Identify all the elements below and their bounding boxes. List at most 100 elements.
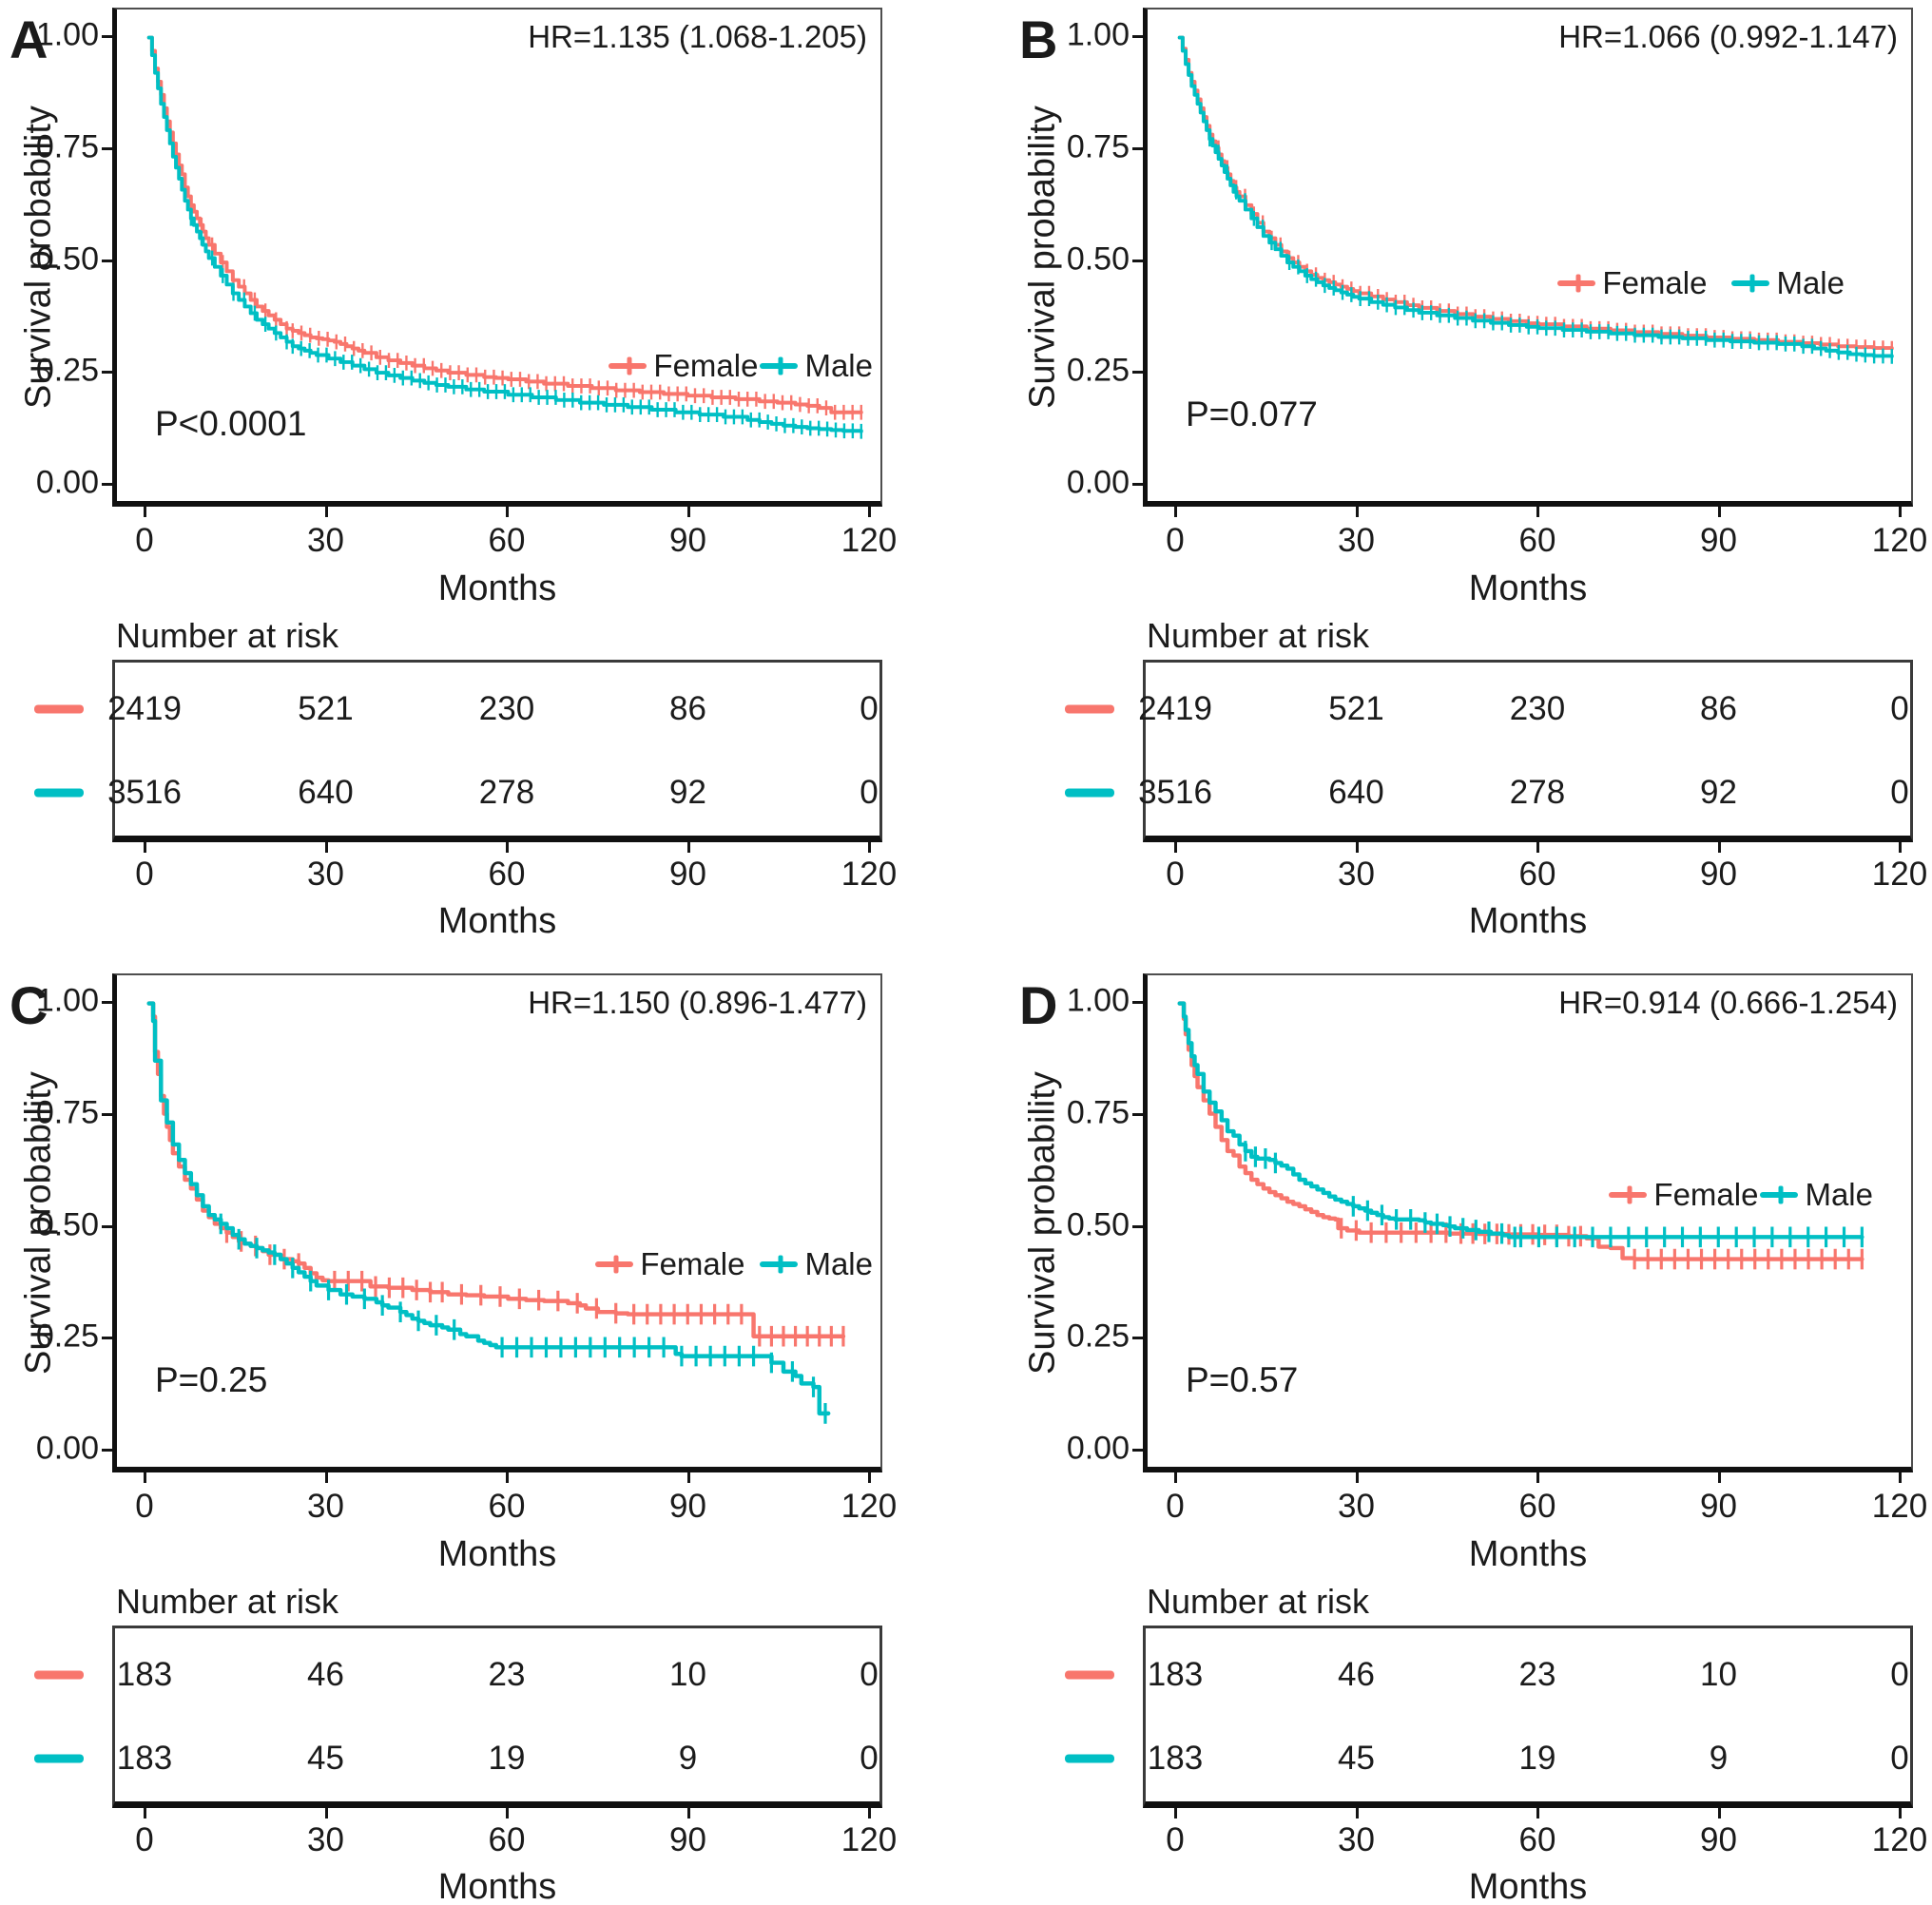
number-at-risk-table (112, 1626, 882, 1808)
censor-plus-icon (1627, 1185, 1633, 1204)
x-tick-mark (1717, 507, 1721, 517)
km-curve-female (1177, 35, 1894, 351)
risk-count: 19 (1518, 1740, 1556, 1777)
legend-entry-male: Male (760, 1246, 873, 1282)
x-tick-label-risk: 120 (840, 856, 898, 893)
number-at-risk-table (1143, 1626, 1913, 1808)
y-tick-mark (102, 259, 112, 262)
censor-plus-icon (778, 1255, 783, 1274)
risk-count: 0 (1890, 690, 1909, 727)
risk-count: 0 (1890, 1656, 1909, 1693)
km-panel-c: C Survival probability HR=1.150 (0.896-1… (0, 952, 966, 1905)
p-value-annotation: P<0.0001 (155, 404, 307, 443)
legend-marker-male-icon (760, 1255, 799, 1274)
x-tick-mark (324, 1472, 328, 1483)
hazard-ratio-annotation: HR=1.135 (1.068-1.205) (528, 19, 867, 54)
x-tick-label-risk: 0 (1166, 1821, 1185, 1858)
x-tick-mark (1536, 507, 1539, 517)
x-tick-mark-risk (1899, 1808, 1902, 1818)
censor-ticks-male (1244, 1141, 1864, 1248)
x-tick-mark (1174, 507, 1177, 517)
x-tick-label-risk: 30 (1338, 856, 1375, 893)
y-tick-label: 0.00 (1066, 1430, 1130, 1467)
y-tick-label: 0.75 (35, 1094, 99, 1131)
legend-marker-male-icon (1731, 274, 1770, 293)
censor-plus-icon (627, 356, 632, 375)
y-tick-label: 0.25 (1066, 1318, 1130, 1355)
y-tick-mark (1132, 146, 1143, 150)
y-tick-label: 1.00 (35, 982, 99, 1019)
panel-letter: D (1019, 975, 1058, 1035)
km-curve-male (146, 1001, 831, 1416)
x-tick-mark-risk (144, 1808, 146, 1818)
x-tick-label-risk: 30 (307, 1821, 344, 1858)
y-tick-mark (1132, 1112, 1143, 1116)
risk-count: 3516 (1138, 774, 1212, 811)
x-tick-label: 30 (307, 522, 344, 559)
km-curve-male (1177, 35, 1894, 358)
x-tick-label: 120 (1871, 1488, 1928, 1525)
x-axis-title: Months (437, 1534, 557, 1574)
x-tick-label-risk: 60 (488, 1821, 526, 1858)
y-tick-mark (1132, 1001, 1143, 1004)
legend-marker-female-icon (1609, 1185, 1648, 1204)
censor-plus-icon (1749, 274, 1755, 293)
y-tick-mark (1132, 483, 1143, 486)
x-tick-label-risk: 90 (669, 856, 706, 893)
x-tick-label-risk: 120 (1871, 856, 1928, 893)
panel-letter: C (10, 975, 48, 1035)
y-tick-mark (102, 146, 112, 150)
x-tick-mark-risk (1355, 1808, 1359, 1818)
risk-count: 278 (478, 774, 535, 811)
x-tick-label: 0 (135, 1488, 154, 1525)
risk-x-axis-title: Months (437, 901, 557, 941)
x-tick-mark-risk (324, 842, 328, 853)
km-panel-a: A Survival probability HR=1.135 (1.068-1… (0, 0, 966, 952)
legend-label: Female (1653, 1177, 1759, 1212)
legend-entry-female: Female (1557, 265, 1707, 301)
x-axis-title: Months (1468, 1534, 1588, 1574)
risk-count: 86 (669, 690, 706, 727)
x-tick-mark (506, 1472, 509, 1483)
y-tick-label: 0.75 (1066, 1094, 1130, 1131)
legend-label: Female (653, 348, 759, 383)
risk-count: 45 (307, 1740, 344, 1777)
x-tick-mark (1899, 1472, 1902, 1483)
y-tick-label: 0.50 (35, 241, 99, 278)
x-tick-mark-risk (1536, 842, 1539, 853)
x-tick-label: 120 (840, 522, 898, 559)
x-tick-mark (144, 507, 146, 517)
y-tick-mark (102, 1224, 112, 1228)
legend-entry-female: Female (595, 1246, 744, 1282)
y-tick-label: 0.00 (35, 464, 99, 501)
risk-count: 2419 (1138, 690, 1212, 727)
legend-label: Male (1805, 1177, 1873, 1212)
censor-ticks-female (1340, 1218, 1864, 1270)
legend-entry-female: Female (1609, 1177, 1758, 1213)
risk-row-marker-male-icon (1065, 788, 1114, 798)
risk-count: 278 (1509, 774, 1566, 811)
y-tick-mark (1132, 371, 1143, 375)
risk-count: 10 (1700, 1656, 1737, 1693)
p-value-annotation: P=0.077 (1186, 394, 1318, 433)
y-tick-mark (1132, 259, 1143, 262)
censor-plus-icon (778, 356, 783, 375)
y-tick-mark (1132, 1449, 1143, 1452)
legend-label: Male (804, 1246, 873, 1281)
y-tick-label: 0.25 (1066, 352, 1130, 389)
risk-count: 86 (1700, 690, 1737, 727)
risk-count: 183 (116, 1656, 173, 1693)
x-tick-mark-risk (1174, 1808, 1177, 1818)
legend-label: Female (640, 1246, 745, 1281)
km-panel-b: B Survival probability HR=1.066 (0.992-1… (966, 0, 1932, 952)
x-tick-mark-risk (868, 842, 871, 853)
x-tick-label: 0 (1166, 522, 1185, 559)
risk-row-marker-female-icon (1065, 1670, 1114, 1680)
y-tick-mark (1132, 35, 1143, 38)
y-tick-label: 0.75 (1066, 128, 1130, 165)
km-panel-d: D Survival probability HR=0.914 (0.666-1… (966, 952, 1932, 1905)
legend-marker-female-icon (595, 1255, 634, 1274)
x-tick-label: 60 (1518, 522, 1556, 559)
hazard-ratio-annotation: HR=0.914 (0.666-1.254) (1558, 985, 1898, 1020)
